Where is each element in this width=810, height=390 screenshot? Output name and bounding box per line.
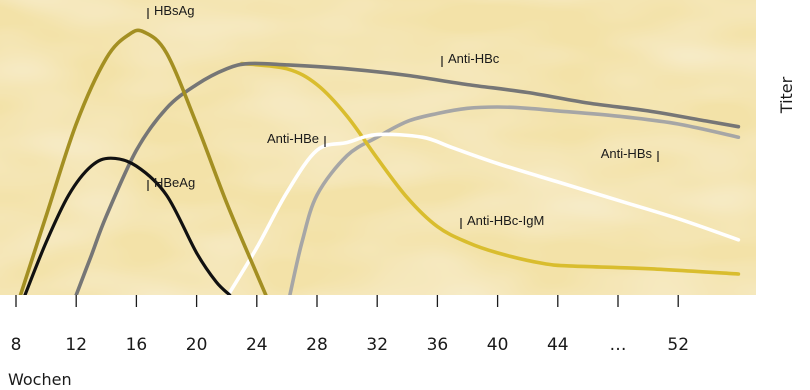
x-tick-label: 20 — [186, 335, 208, 355]
x-tick-label: 16 — [126, 335, 148, 355]
curve-labels: HBsAg HBeAg Anti-HBc Anti-HBe Anti-HBs Anti-H… — [147, 3, 659, 229]
series-line-anti-hbc-igm — [240, 61, 741, 276]
x-tick-label: 36 — [427, 335, 449, 355]
x-tick-label: 44 — [547, 335, 569, 355]
curve-label-anti-hbs: Anti-HBs — [601, 146, 653, 161]
x-tick-label: 32 — [366, 335, 388, 355]
series-line-anti-hbc — [74, 61, 741, 295]
x-axis-label: Wochen — [8, 370, 72, 389]
x-tick-label: 40 — [487, 335, 509, 355]
series-line-anti-hbe — [226, 132, 741, 295]
x-tick-label: 8 — [11, 335, 22, 355]
x-tick-label: 12 — [65, 335, 87, 355]
plot-background — [0, 0, 756, 295]
curve-label-hbsag: HBsAg — [154, 3, 194, 18]
curve-label-anti-hbe: Anti-HBe — [267, 131, 319, 146]
x-tick-label: 28 — [306, 335, 328, 355]
curve-label-anti-hbc: Anti-HBc — [448, 51, 500, 66]
x-tick-label: 24 — [246, 335, 268, 355]
series-line-hbsag — [18, 28, 268, 295]
y-axis-label: Titer — [777, 76, 796, 114]
x-tick-label: 52 — [667, 335, 689, 355]
x-axis: 8 12 16 20 24 28 32 36 40 44 … 52 — [11, 295, 689, 355]
curve-label-anti-hbc-igm: Anti-HBc-IgM — [467, 213, 544, 228]
curve-label-hbeag: HBeAg — [154, 175, 195, 190]
x-tick-label: … — [610, 335, 627, 355]
series-line-hbeag — [23, 156, 232, 295]
series-line-anti-hbs — [288, 105, 741, 295]
series-curves — [18, 28, 741, 295]
